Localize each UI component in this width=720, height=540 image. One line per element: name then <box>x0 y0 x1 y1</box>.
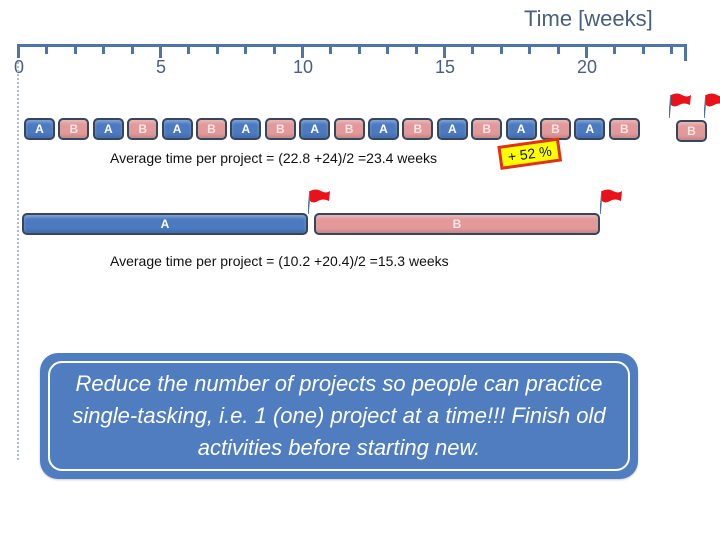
task-block-b: B <box>58 118 90 140</box>
task-block-label: B <box>687 124 696 138</box>
axis-tick-label: 10 <box>292 57 314 77</box>
time-axis-line <box>18 44 686 47</box>
task-block-b: B <box>540 118 571 140</box>
axis-tick <box>130 44 134 54</box>
task-block-b: B <box>127 118 159 140</box>
axis-tick <box>414 44 418 54</box>
finish-flag-a-icon <box>668 92 693 119</box>
task-block-b: B <box>676 120 707 142</box>
finish-flag-b-icon <box>703 92 720 119</box>
axis-tick <box>17 44 20 58</box>
axis-tick <box>670 44 674 54</box>
task-block-label: A <box>35 122 44 136</box>
task-block-b: B <box>333 118 365 140</box>
axis-tick <box>187 44 191 54</box>
axis-tick <box>244 44 248 54</box>
task-block-label: A <box>379 122 388 136</box>
multitasking-average-text: Average time per project = (22.8 +24)/2 … <box>110 150 437 166</box>
project-b-label: B <box>452 217 462 231</box>
axis-tick <box>528 44 532 54</box>
axis-tick <box>159 44 162 58</box>
task-block-label: B <box>275 122 285 136</box>
task-block-a: A <box>505 118 537 140</box>
axis-tick <box>585 44 588 58</box>
axis-tick <box>386 44 390 54</box>
axis-tick-label: 15 <box>434 57 456 77</box>
task-block-label: A <box>172 122 182 136</box>
axis-tick <box>73 44 77 54</box>
callout-box: Reduce the number of projects so people … <box>40 353 638 479</box>
axis-tick <box>301 44 304 58</box>
project-a-label: A <box>160 217 170 231</box>
task-block-label: B <box>482 122 492 136</box>
project-a-bar: A <box>22 213 308 235</box>
start-guide-line <box>17 62 19 460</box>
project-b-bar: B <box>314 213 600 235</box>
task-block-b: B <box>264 118 296 140</box>
task-block-label: B <box>138 122 148 136</box>
axis-tick <box>443 44 446 58</box>
axis-tick <box>613 44 617 54</box>
task-block-label: A <box>516 122 526 136</box>
task-block-label: B <box>344 122 354 136</box>
task-block-b: B <box>471 118 503 140</box>
axis-tick <box>272 44 276 54</box>
task-block-label: A <box>585 122 595 136</box>
task-block-label: B <box>207 122 216 136</box>
callout-text: Reduce the number of projects so people … <box>48 361 630 471</box>
task-block-a: A <box>436 118 468 140</box>
task-block-a: A <box>574 118 606 140</box>
axis-tick <box>556 44 560 54</box>
finish-flag-a-icon <box>307 188 332 215</box>
axis-tick-label: 0 <box>13 57 25 77</box>
axis-title: Time [weeks] <box>524 6 653 31</box>
task-block-label: B <box>551 122 560 136</box>
axis-tick <box>215 44 219 54</box>
task-block-a: A <box>299 118 331 140</box>
task-block-b: B <box>402 118 434 140</box>
finish-flag-b-icon <box>599 188 624 215</box>
task-block-label: A <box>103 122 113 136</box>
task-block-label: B <box>413 122 423 136</box>
axis-tick-label: 20 <box>576 57 598 77</box>
task-block-label: B <box>619 122 629 136</box>
axis-tick-label: 5 <box>155 57 167 77</box>
axis-tick <box>45 44 49 54</box>
axis-tick <box>102 44 106 54</box>
task-block-label: A <box>447 122 457 136</box>
task-block-a: A <box>368 118 399 140</box>
axis-tick <box>641 44 645 54</box>
axis-tick <box>357 44 361 54</box>
task-block-label: B <box>69 122 79 136</box>
axis-tick <box>471 44 475 54</box>
axis-tick <box>329 44 333 54</box>
single-tasking-average-text: Average time per project = (10.2 +20.4)/… <box>110 253 449 269</box>
task-block-a: A <box>161 118 193 140</box>
task-block-label: A <box>310 122 320 136</box>
increase-badge: + 52 % <box>497 137 563 170</box>
task-block-a: A <box>230 118 262 140</box>
task-block-label: A <box>241 122 251 136</box>
task-block-b: B <box>608 118 640 140</box>
task-block-a: A <box>92 118 124 140</box>
axis-end-tick <box>684 44 687 61</box>
axis-tick <box>499 44 503 54</box>
task-block-b: B <box>196 118 227 140</box>
task-block-a: A <box>24 118 55 140</box>
